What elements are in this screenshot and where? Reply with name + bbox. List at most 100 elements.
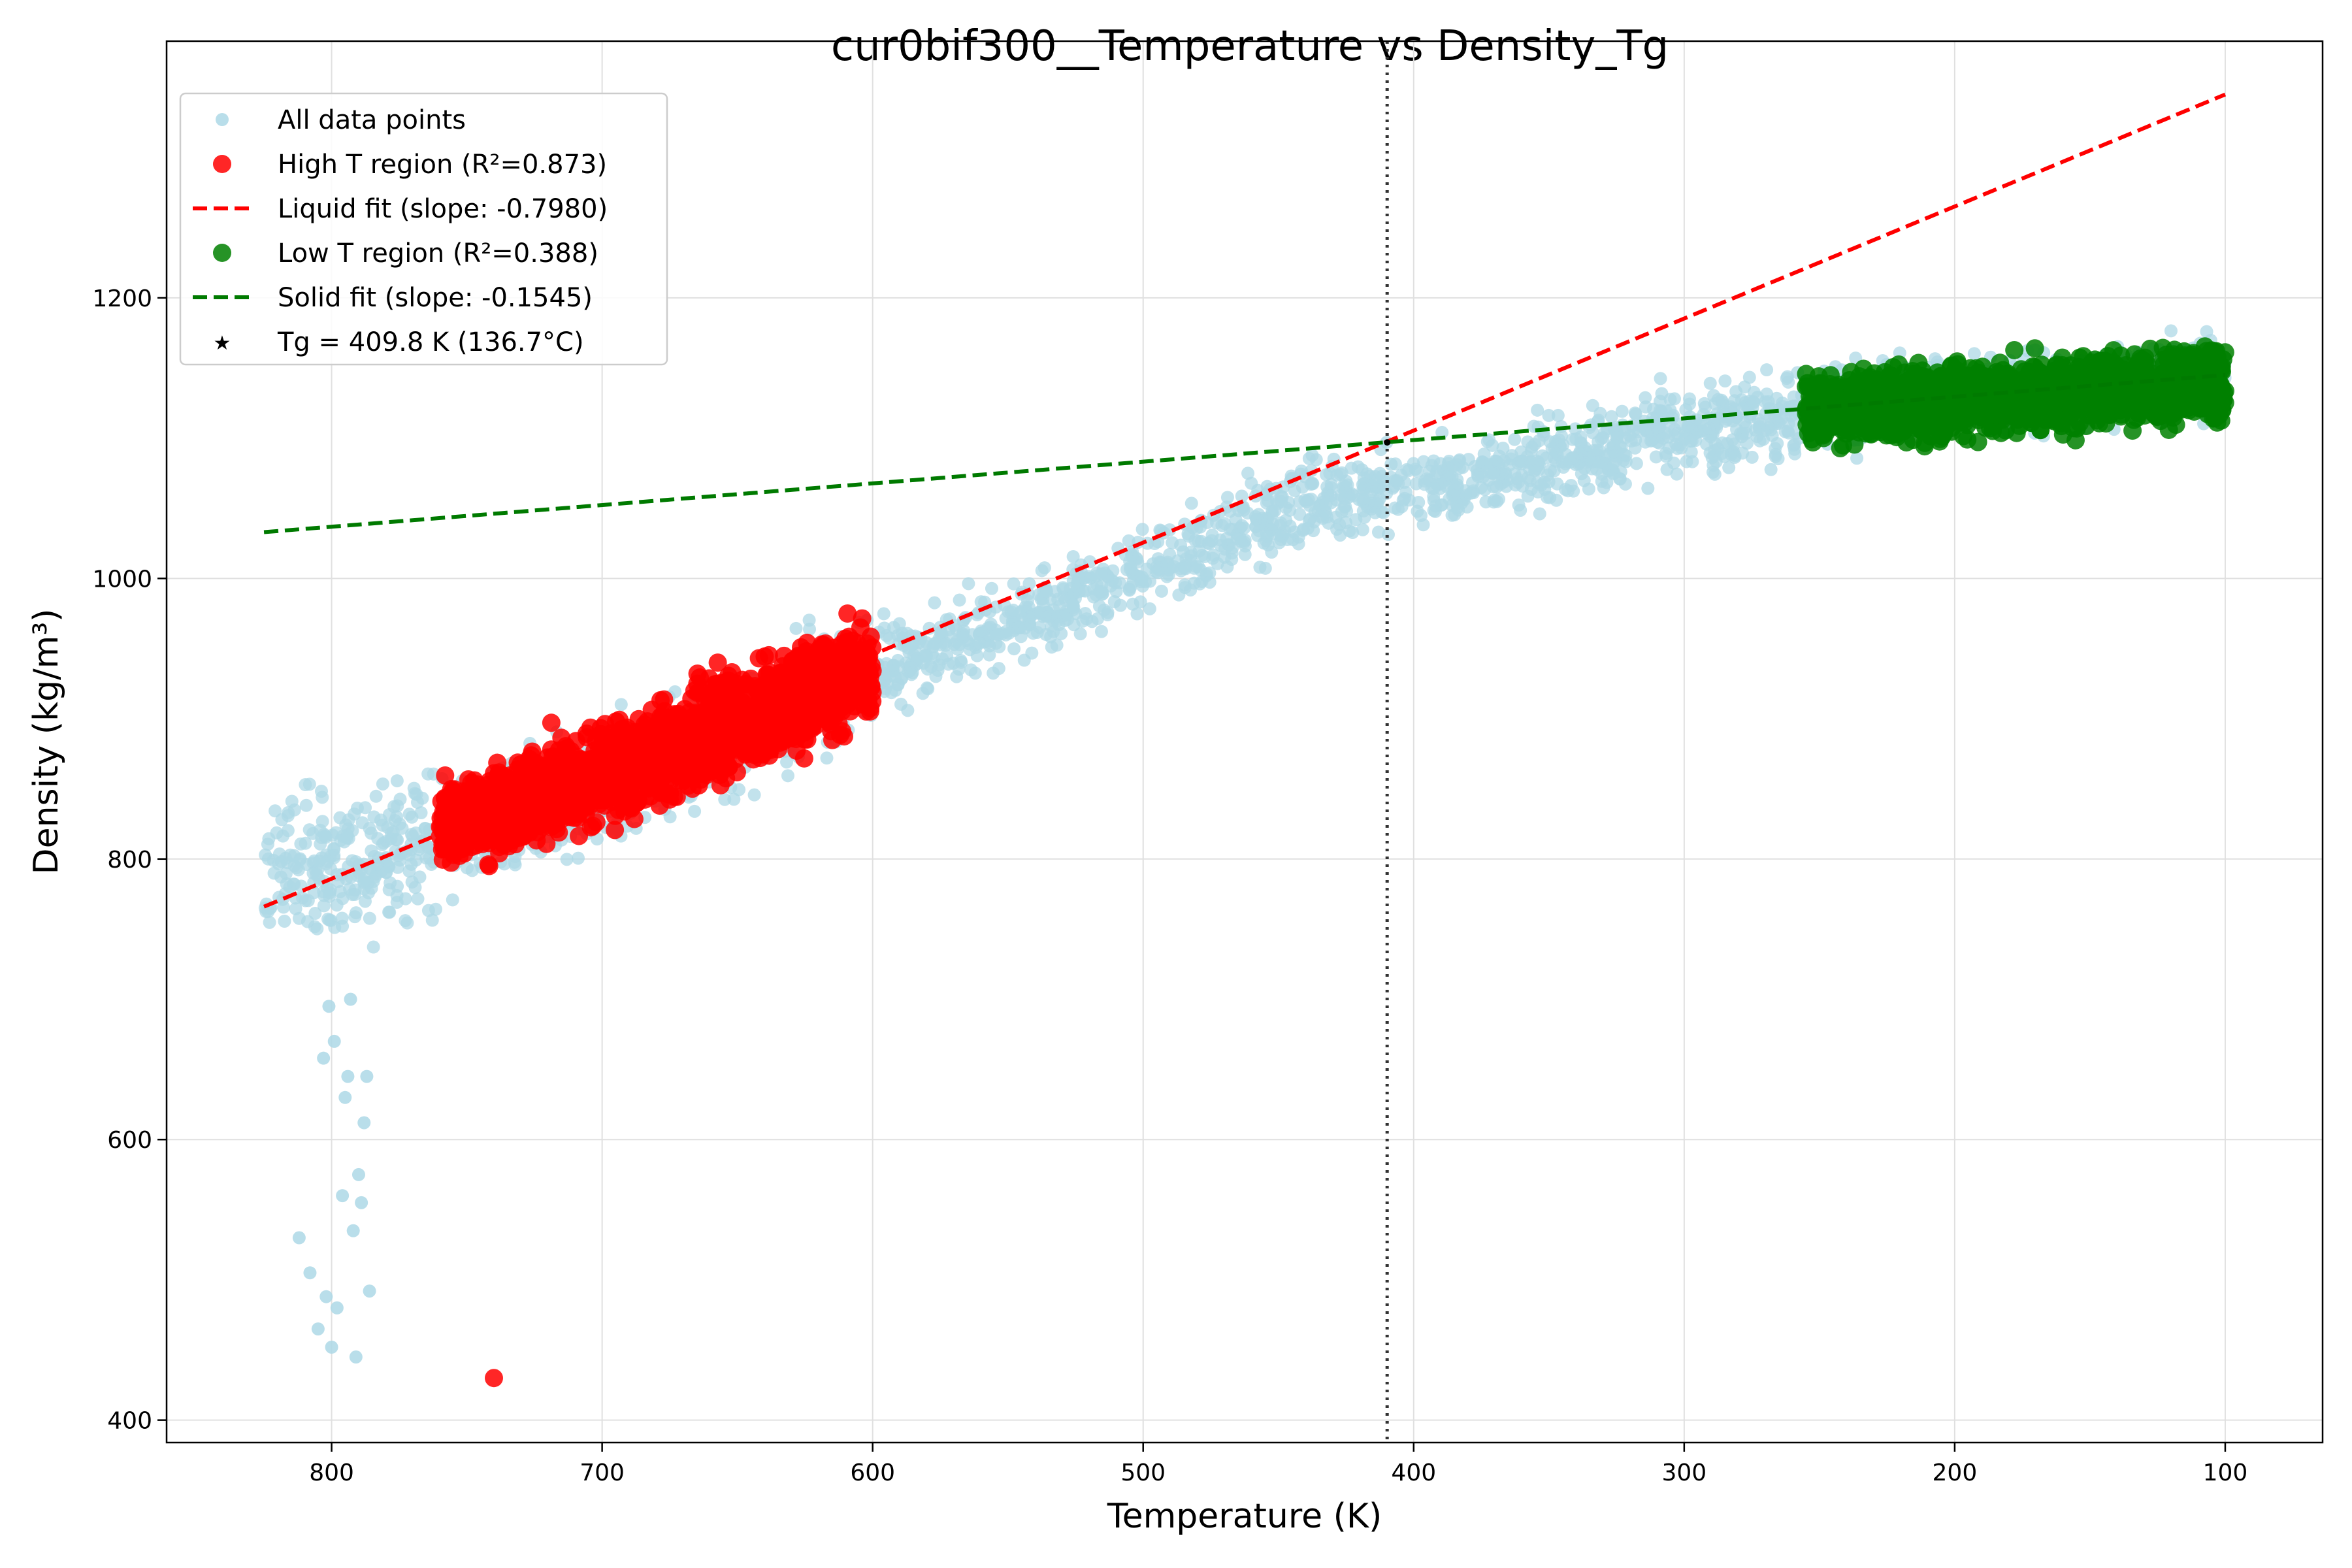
all-data-point [1253,561,1267,574]
all-data-point [299,778,312,792]
all-data-point [1293,508,1307,521]
all-data-point [1728,449,1742,463]
all-data-point [1780,372,1793,385]
all-data-point [346,824,359,838]
all-data-point [1333,518,1347,532]
all-data-point [1739,399,1753,412]
all-data-point [1697,397,1711,410]
high-t-point [495,784,514,803]
all-data-point [299,798,313,812]
all-data-point [1641,482,1655,495]
all-data-point [987,666,1000,680]
all-data-point [423,851,436,865]
all-data-point [1207,548,1220,562]
all-data-point [1101,569,1115,583]
all-data-point [348,910,362,924]
all-data-point [272,847,286,861]
all-data-point [363,911,376,925]
all-data-point [718,792,732,806]
all-data-point [941,657,955,671]
all-data-point [1299,495,1313,509]
all-data-point [1531,485,1545,498]
all-data-point [983,648,996,662]
all-data-point [1346,526,1360,540]
all-data-point [1122,583,1136,597]
all-data-point [789,621,803,635]
all-data-point [327,1034,341,1048]
all-data-point [1504,452,1518,466]
all-data-point [1537,475,1551,489]
all-data-point [1124,560,1137,574]
high-t-point [436,766,455,785]
all-data-point [1066,563,1080,576]
all-data-point [1101,606,1115,619]
all-data-point [1460,500,1474,514]
all-data-point [1184,583,1198,596]
all-data-point [274,870,288,884]
all-data-point [1054,627,1068,640]
all-data-point [400,916,414,930]
high-t-point [762,674,781,693]
all-data-point [1764,463,1778,476]
all-data-point [1035,564,1049,578]
all-data-point [1397,491,1411,505]
all-data-point [1486,438,1499,452]
all-data-point [1561,484,1575,498]
all-data-point [950,670,964,683]
all-data-point [1192,560,1205,574]
all-data-point [972,636,986,650]
all-data-point [1537,429,1550,442]
all-data-point [390,774,404,788]
all-data-point [1446,489,1460,502]
all-data-point [1729,385,1743,399]
all-data-point [1357,477,1371,491]
all-data-point [1739,420,1753,434]
all-data-point [1007,577,1021,591]
high-t-point [755,647,774,666]
all-data-point [614,698,628,711]
all-data-point [263,915,276,929]
all-data-point [1678,425,1692,439]
all-data-point [361,886,375,900]
all-data-point [1573,455,1586,468]
all-data-point [1339,480,1353,494]
all-data-point [1080,612,1094,626]
all-data-point [269,804,282,818]
all-data-point [328,921,342,934]
all-data-point [380,866,393,879]
all-data-point [1163,561,1177,574]
high-t-point [708,653,727,672]
all-data-point [465,864,479,877]
all-data-point [928,637,941,651]
all-data-point [1420,472,1433,486]
all-data-point [1590,463,1604,476]
all-data-point [1508,433,1522,446]
all-data-point [1305,448,1319,462]
high-t-point [792,696,811,715]
all-data-point [1515,454,1529,468]
all-data-point [1618,423,1632,437]
all-data-point [1781,424,1795,438]
all-data-point [352,866,366,879]
all-data-point [1703,376,1717,390]
all-data-point [1765,429,1779,442]
all-data-point [321,855,335,868]
all-data-point [1043,609,1057,623]
all-data-point [1607,466,1621,480]
all-data-point [999,628,1013,642]
all-data-point [1045,619,1058,633]
all-data-point [1235,489,1249,503]
all-data-point [284,848,297,862]
all-data-point [1275,495,1288,508]
all-data-point [1107,595,1121,609]
all-data-point [316,791,329,804]
all-data-point [341,1070,355,1083]
all-data-point [1194,520,1207,534]
all-data-point [344,992,357,1006]
all-data-point [1629,457,1643,470]
high-t-point [480,857,498,875]
all-data-point [367,940,380,954]
all-data-point [1427,482,1441,495]
all-data-point [349,1350,363,1364]
